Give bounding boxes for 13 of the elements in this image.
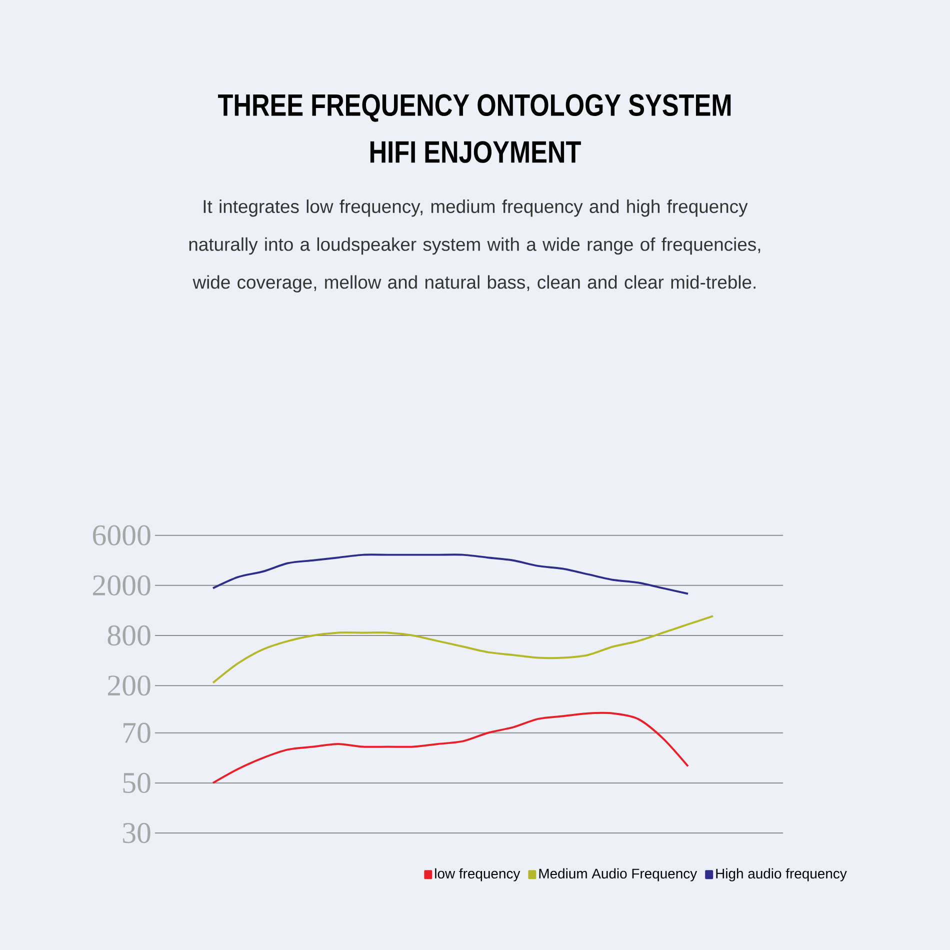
text: It integrates low frequency, medium frequency and high frequency naturally into a loudspeaker system with a wide range of frequencies, wide coverage, mellow and natural bass, clean and clear mid-treble. — [189, 200, 760, 292]
text: 70 — [124, 722, 150, 743]
chart-title: THREE FREQUENCY ONTOLOGY SYSTEM — [218, 94, 731, 122]
text: 200 — [108, 675, 150, 696]
legend-label: low frequency — [435, 868, 520, 882]
text: 30 — [123, 822, 150, 844]
chart-subtitle: HIFI ENJOYMENT — [370, 141, 581, 163]
legend-label: Medium Audio Frequency — [539, 868, 698, 882]
text: 6000 — [92, 525, 150, 546]
legend-label: High audio frequency — [716, 868, 847, 882]
text: 800 — [108, 625, 150, 646]
text: 2000 — [93, 575, 150, 596]
text: 50 — [123, 772, 150, 794]
